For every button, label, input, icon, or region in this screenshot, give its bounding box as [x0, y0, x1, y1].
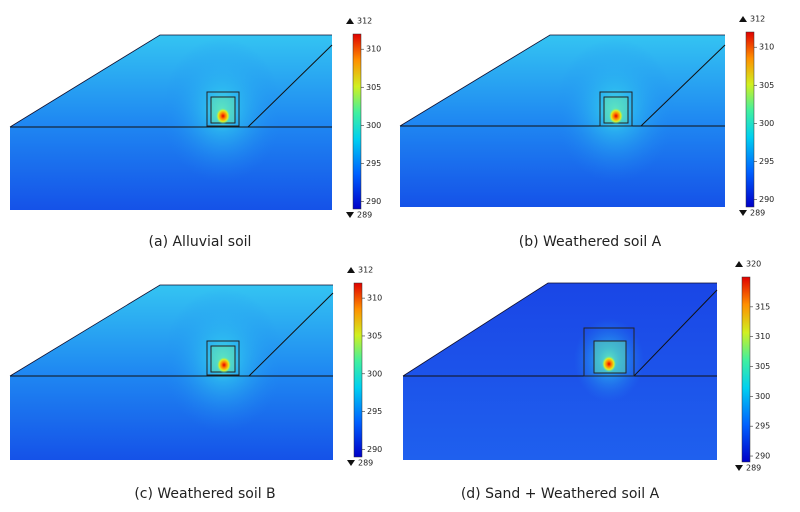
- colorbar-tick-label: 305: [759, 81, 774, 90]
- slope-line: [248, 292, 334, 377]
- colorbar: [741, 276, 751, 463]
- min-marker: [739, 210, 747, 216]
- colorbar-max: 320: [746, 260, 761, 269]
- colorbar-tick-label: 290: [759, 195, 774, 204]
- colorbar-tick-label: 295: [755, 422, 770, 431]
- colorbar-max: 312: [357, 17, 372, 26]
- colorbar-max: 312: [750, 15, 765, 24]
- colorbar: [745, 31, 755, 208]
- panel: 312 289 290 295 300 305 310 (c) Weathered soil …: [9, 266, 382, 502]
- colorbar-tick-label: 300: [367, 369, 382, 378]
- colorbar-min: 289: [358, 459, 373, 468]
- colorbar: [353, 282, 363, 458]
- max-marker: [739, 16, 747, 22]
- colorbar-tick-label: 315: [755, 302, 770, 311]
- colorbar-max: 312: [358, 266, 373, 275]
- caption: (a) Alluvial soil: [149, 234, 252, 250]
- heat-source: [216, 108, 230, 124]
- boundary: [402, 282, 717, 377]
- colorbar-tick-label: 295: [366, 159, 381, 168]
- panel: 312 289 290 295 300 305 310 (a) Alluvial soil: [9, 17, 381, 250]
- trench-outer: [583, 327, 635, 377]
- max-marker: [346, 18, 354, 24]
- colorbar-tick-label: 310: [755, 332, 770, 341]
- trench-outer: [206, 340, 240, 376]
- max-marker: [347, 267, 355, 273]
- min-marker: [735, 465, 743, 471]
- panel: 312 289 290 295 300 305 310 (b) Weathered soil …: [399, 15, 774, 250]
- trench-outer: [599, 91, 633, 127]
- panel: 320 289 290 295 300 305 310 315 (d) Sand + Weath…: [402, 260, 770, 502]
- caption: (d) Sand + Weathered soil A: [461, 486, 660, 502]
- boundary: [399, 34, 725, 127]
- slope-line: [640, 44, 726, 127]
- max-marker: [735, 261, 743, 267]
- colorbar-tick-label: 310: [759, 43, 774, 52]
- colorbar-tick-label: 290: [367, 445, 382, 454]
- colorbar-tick-label: 310: [366, 45, 381, 54]
- colorbar-min: 289: [357, 211, 372, 220]
- colorbar-tick-label: 310: [367, 294, 382, 303]
- caption: (c) Weathered soil B: [134, 486, 275, 502]
- colorbar-min: 289: [746, 464, 761, 473]
- colorbar-min: 289: [750, 209, 765, 218]
- soil-domain: [403, 283, 717, 460]
- trench-outer: [206, 91, 240, 127]
- colorbar: [352, 33, 362, 210]
- heat-source: [602, 356, 616, 372]
- colorbar-tick-label: 295: [759, 157, 774, 166]
- colorbar-tick-label: 300: [366, 121, 381, 130]
- boundary: [9, 34, 332, 128]
- colorbar-tick-label: 305: [366, 83, 381, 92]
- slope-line: [247, 44, 333, 128]
- colorbar-tick-label: 295: [367, 407, 382, 416]
- colorbar-tick-label: 290: [755, 452, 770, 461]
- caption: (b) Weathered soil A: [519, 234, 662, 250]
- min-marker: [347, 460, 355, 466]
- heat-source: [609, 108, 623, 124]
- colorbar-tick-label: 300: [759, 119, 774, 128]
- min-marker: [346, 212, 354, 218]
- slope-line: [633, 289, 718, 377]
- colorbar-tick-label: 300: [755, 392, 770, 401]
- colorbar-tick-label: 290: [366, 197, 381, 206]
- boundary: [9, 284, 333, 377]
- colorbar-tick-label: 305: [755, 362, 770, 371]
- colorbar-tick-label: 305: [367, 331, 382, 340]
- heat-source: [217, 357, 231, 373]
